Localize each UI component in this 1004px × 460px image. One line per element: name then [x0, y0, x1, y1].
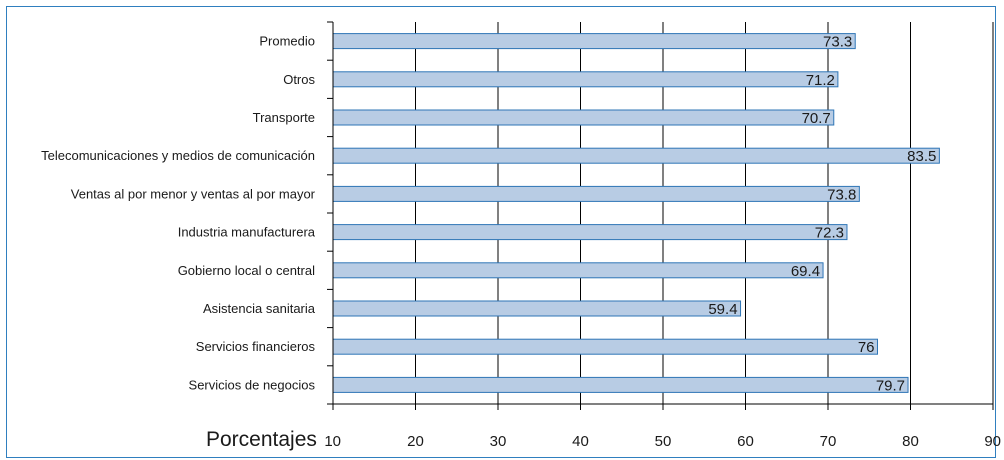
category-labels: Promedio Otros Transporte Telecomunicacione… [41, 34, 316, 393]
bar [332, 376, 909, 393]
x-tick-label: 50 [655, 433, 672, 450]
category-label: Servicios de negocios [189, 377, 316, 392]
x-tick-label: 70 [820, 433, 837, 450]
x-axis-label: Porcentajes [206, 428, 317, 451]
x-tick-label: 20 [407, 433, 424, 450]
bar [332, 109, 835, 126]
bar-value-label: 70.7 [802, 110, 831, 127]
bar [332, 224, 848, 241]
bar-value-label: 83.5 [907, 148, 936, 165]
bar-value-label: 73.8 [827, 186, 856, 203]
category-label: Asistencia sanitaria [203, 301, 316, 316]
bar [332, 300, 742, 317]
category-label: Servicios financieros [196, 339, 316, 354]
x-tick-labels: 10 20 30 40 50 60 70 80 90 [324, 433, 1001, 450]
category-label: Industria manufacturera [178, 225, 316, 240]
bars: 73.3 71.2 70.7 83.5 73.8 72.3 69.4 59.4 76 79.7 [332, 33, 940, 394]
bar [332, 262, 824, 279]
axes [327, 21, 994, 410]
bar-value-label: 71.2 [806, 72, 835, 89]
category-label: Gobierno local o central [178, 263, 315, 278]
bar [332, 338, 878, 355]
bar [332, 71, 839, 88]
bar-value-label: 79.7 [876, 377, 905, 394]
x-tick-label: 40 [572, 433, 589, 450]
category-label: Promedio [259, 34, 315, 49]
bar [332, 185, 860, 202]
x-tick-label: 10 [324, 433, 341, 450]
x-tick-label: 80 [902, 433, 919, 450]
x-tick-label: 90 [984, 433, 1001, 450]
category-label: Ventas al por menor y ventas al por mayo… [71, 186, 316, 201]
category-label: Transporte [253, 110, 315, 125]
category-label: Otros [283, 72, 315, 87]
bar-value-label: 69.4 [791, 263, 820, 280]
chart-frame [6, 6, 996, 458]
x-tick-label: 30 [490, 433, 507, 450]
bar [332, 33, 856, 50]
bar-value-label: 76 [858, 339, 875, 356]
bar-value-label: 72.3 [815, 225, 844, 242]
category-label: Telecomunicaciones y medios de comunicac… [41, 148, 315, 163]
bar-value-label: 59.4 [708, 301, 737, 318]
bar [332, 147, 940, 164]
x-tick-label: 60 [737, 433, 754, 450]
bar-value-label: 73.3 [823, 34, 852, 51]
